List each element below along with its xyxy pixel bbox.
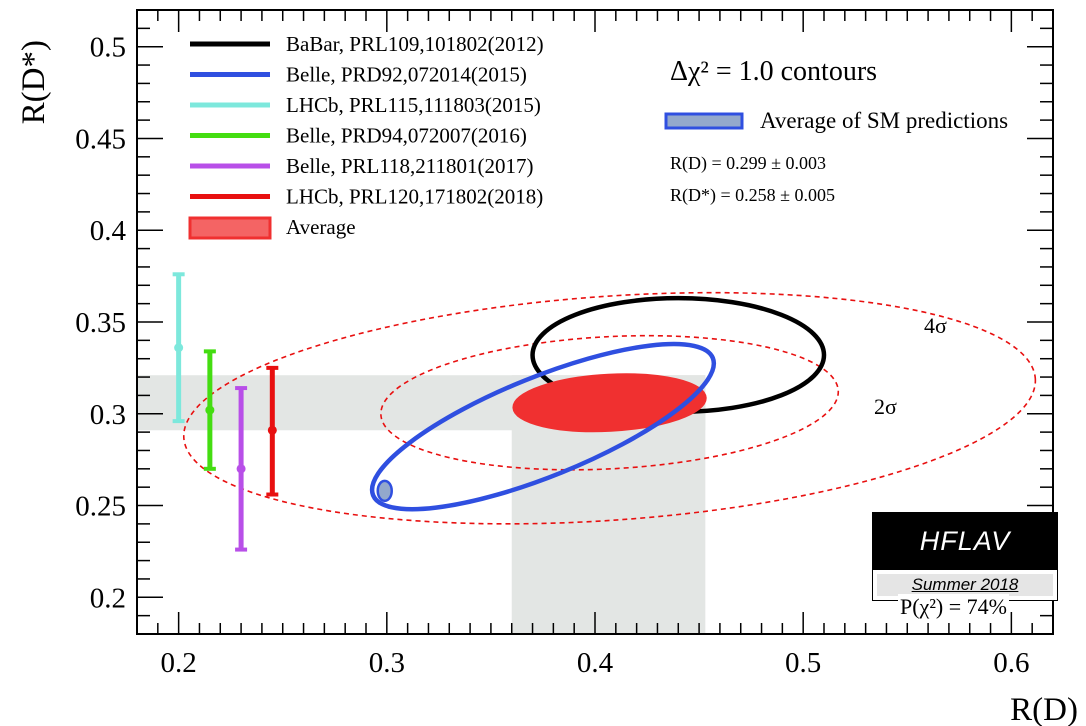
errorbar-lhcb-prl115-111803-2015 [172,272,185,424]
errorbar-belle-prl118-211801-2017 [235,386,248,552]
annotation-title: Δχ² = 1.0 contours [670,56,877,87]
x-tick-label: 0.4 [577,647,614,679]
contour-4sigma [182,291,1037,525]
y-tick-label: 0.25 [75,491,126,523]
y-tick-label: 0.4 [90,215,127,247]
legend-entry-belle-prl118-211801-2017: Belle, PRL118,211801(2017) [190,154,534,178]
p-chi2-label: P(χ²) = 74% [898,594,1009,620]
hflav-label: HFLAV [872,512,1058,570]
y-tick-label: 0.2 [90,582,126,614]
y-tick-label: 0.5 [90,32,126,64]
x-tick-label: 0.6 [993,647,1029,679]
sm-legend-label: Average of SM predictions [760,108,1008,133]
contour-2sigma [380,334,840,471]
ellipse-belle-prd92-072014-2015 [369,341,717,512]
legend-entry-babar-prl109-101802-2012: BaBar, PRL109,101802(2012) [190,32,544,56]
errorbar-lhcb-prl120-171802-2018 [266,365,279,497]
svg-text:LHCb, PRL120,171802(2018): LHCb, PRL120,171802(2018) [286,185,543,209]
x-tick-label: 0.5 [785,647,821,679]
legend-entry-lhcb-prl120-171802-2018: LHCb, PRL120,171802(2018) [190,185,543,209]
svg-text:Belle, PRD94,072007(2016): Belle, PRD94,072007(2016) [286,124,527,148]
y-axis-label: R(D*) [16,40,52,124]
hflav-logo: HFLAV Summer 2018 [872,512,1058,608]
sm-prediction-point [376,479,393,503]
sigma-2-label: 2σ [874,394,897,419]
svg-text:Belle, PRL118,211801(2017): Belle, PRL118,211801(2017) [286,154,534,178]
y-tick-label: 0.45 [75,123,126,155]
x-tick-label: 0.2 [161,647,197,679]
y-tick-label: 0.3 [90,399,126,431]
ellipse-average [512,373,707,433]
legend-entry-belle-prd92-072014-2015: Belle, PRD92,072014(2015) [190,63,527,87]
x-tick-label: 0.3 [369,647,405,679]
sm-rdstar-text: R(D*) = 0.258 ± 0.005 [670,185,835,206]
legend-entry-belle-prd94-072007-2016: Belle, PRD94,072007(2016) [190,124,527,148]
svg-text:Belle, PRD92,072014(2015): Belle, PRD92,072014(2015) [286,63,527,87]
x-axis-label: R(D) [1010,692,1078,726]
svg-text:BaBar, PRL109,101802(2012): BaBar, PRL109,101802(2012) [286,32,544,56]
legend-entry-lhcb-prl115-111803-2015: LHCb, PRL115,111803(2015) [190,93,541,117]
legend-entry-average: Average [188,215,356,240]
y-tick-label: 0.35 [75,307,126,339]
sigma-4-label: 4σ [924,313,947,338]
sm-rd-text: R(D) = 0.299 ± 0.003 [670,153,826,174]
svg-text:Average: Average [286,215,356,239]
sm-legend-swatch [664,112,744,130]
hflav-season: Summer 2018 [877,574,1053,596]
errorbar-belle-prd94-072007-2016 [203,349,216,471]
svg-text:LHCb, PRL115,111803(2015): LHCb, PRL115,111803(2015) [286,93,541,117]
